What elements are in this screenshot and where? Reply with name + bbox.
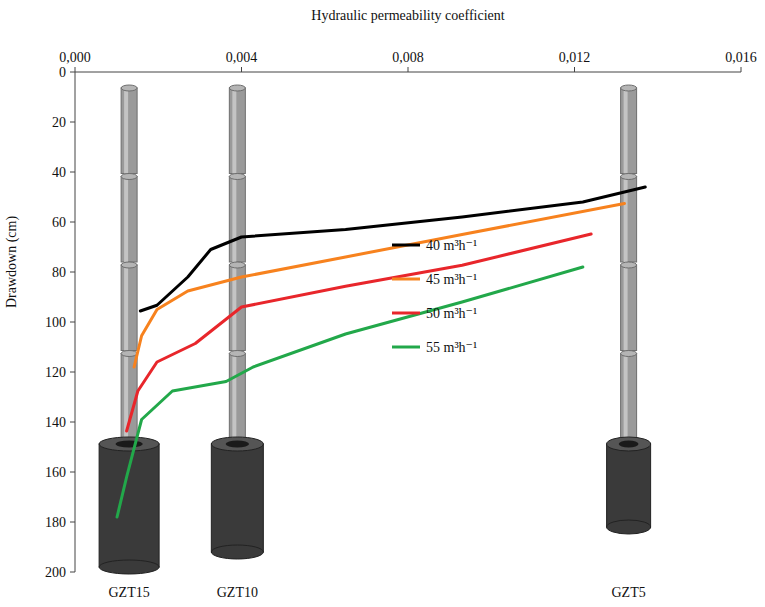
series-line: [127, 234, 592, 431]
well-tube-shine: [624, 177, 628, 263]
well-tube: [229, 88, 245, 174]
y-tick: [70, 272, 75, 273]
chart: GZT15 GZT10 GZT5 0,000 0,004 0,008 0,012 0,016 0…: [0, 0, 765, 607]
x-tick-label: 0,008: [392, 50, 424, 65]
y-tick-label: 100: [45, 315, 66, 330]
well-label: GZT5: [612, 585, 646, 600]
well-tube-shine: [624, 354, 628, 440]
well-tube-cap: [229, 174, 245, 180]
well-tube: [121, 265, 137, 351]
x-tick-label: 0,004: [226, 50, 258, 65]
x-axis-title: Hydraulic permeability coefficient: [311, 8, 504, 23]
well-base-top: [99, 437, 159, 451]
well-base-bottom: [211, 545, 263, 559]
well-tube: [121, 88, 137, 174]
y-tick: [70, 472, 75, 473]
y-tick: [70, 322, 75, 323]
y-tick-label: 80: [52, 265, 66, 280]
well-tube: [621, 265, 637, 351]
well-base: [211, 444, 263, 552]
well-base-hole: [116, 441, 143, 448]
y-tick: [70, 222, 75, 223]
well-tube-cap: [229, 262, 245, 268]
well-tube-shine: [124, 88, 128, 174]
x-tick: [741, 67, 742, 72]
well-base-top: [607, 437, 651, 451]
wells: [99, 85, 651, 574]
well: [99, 85, 159, 574]
well-tube-shine: [124, 177, 128, 263]
y-tick-label: 140: [45, 415, 66, 430]
well-base: [607, 444, 651, 527]
well-base-hole: [226, 441, 249, 448]
well-tube: [229, 177, 245, 263]
y-tick-label: 200: [45, 565, 66, 580]
x-tick: [241, 67, 242, 72]
well-tube-cap: [121, 262, 137, 268]
x-tick-label: 0,012: [559, 50, 591, 65]
well-tube-cap: [229, 85, 245, 91]
series-line: [134, 204, 624, 368]
y-tick: [70, 72, 75, 73]
y-tick: [70, 372, 75, 373]
x-tick: [408, 67, 409, 72]
well-tube: [121, 177, 137, 263]
y-tick-label: 20: [52, 115, 66, 130]
x-tick-label: 0,016: [725, 50, 757, 65]
y-tick: [70, 122, 75, 123]
well-tube: [229, 354, 245, 440]
well-base-bottom: [99, 560, 159, 574]
y-tick-label: 120: [45, 365, 66, 380]
x-tick-label: 0,000: [59, 50, 91, 65]
well-tube-cap: [621, 85, 637, 91]
y-tick: [70, 572, 75, 573]
y-tick: [70, 422, 75, 423]
legend-label: 40 m³h⁻¹: [426, 238, 477, 253]
well-base-bottom: [607, 520, 651, 534]
well: [607, 85, 651, 534]
legend-swatch: [392, 312, 420, 315]
y-tick-label: 40: [52, 165, 66, 180]
well-tube-cap: [621, 174, 637, 180]
legend: 40 m³h⁻¹ 45 m³h⁻¹ 50 m³h⁻¹ 55 m³h⁻¹: [392, 238, 477, 355]
x-tick: [75, 67, 76, 72]
legend-swatch: [392, 244, 420, 247]
well-tube-shine: [232, 88, 236, 174]
well-tube-cap: [621, 351, 637, 357]
legend-label: 45 m³h⁻¹: [426, 272, 477, 287]
well-tube-shine: [124, 265, 128, 351]
y-tick: [70, 172, 75, 173]
x-tick: [574, 67, 575, 72]
legend-swatch: [392, 346, 420, 349]
well-tube-cap: [121, 174, 137, 180]
well-label: GZT15: [109, 585, 150, 600]
legend-swatch: [392, 278, 420, 281]
y-tick-label: 180: [45, 515, 66, 530]
legend-label: 55 m³h⁻¹: [426, 340, 477, 355]
y-tick-label: 160: [45, 465, 66, 480]
well-tube-shine: [624, 88, 628, 174]
well-tube-cap: [121, 85, 137, 91]
well-tube-cap: [621, 262, 637, 268]
well-label: GZT10: [217, 585, 258, 600]
y-axis-title: Drawdown (cm): [4, 216, 20, 308]
legend-label: 50 m³h⁻¹: [426, 306, 477, 321]
series-line: [117, 267, 583, 517]
y-tick: [70, 522, 75, 523]
well-base-top: [211, 437, 263, 451]
well-tube-shine: [624, 265, 628, 351]
well-base-hole: [619, 441, 639, 448]
y-tick-label: 60: [52, 215, 66, 230]
series-group: [117, 187, 645, 517]
y-tick-label: 0: [59, 65, 66, 80]
well-tube-cap: [229, 351, 245, 357]
well-tube: [621, 88, 637, 174]
well-tube-shine: [232, 177, 236, 263]
well: [211, 85, 263, 559]
well-tube: [621, 354, 637, 440]
well-tube-shine: [232, 354, 236, 440]
well-tube-cap: [121, 351, 137, 357]
